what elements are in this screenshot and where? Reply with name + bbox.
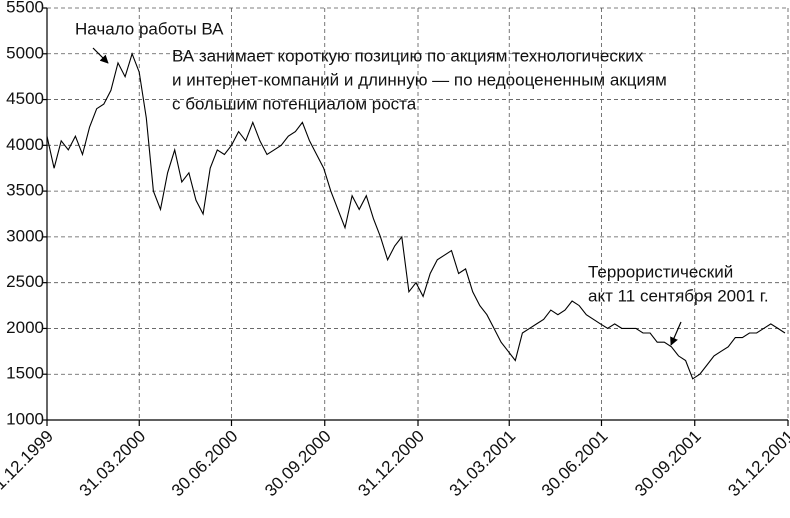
y-tick-label: 5000 xyxy=(6,43,44,62)
x-tick-label: 30.06.2001 xyxy=(538,427,612,501)
x-tick-label: 30.09.2000 xyxy=(261,427,335,501)
y-tick-label: 3500 xyxy=(6,181,44,200)
x-tick-label: 31.12.2000 xyxy=(354,427,428,501)
y-tick-label: 2000 xyxy=(6,318,44,337)
annotation: Террористический xyxy=(588,262,733,281)
annotation-arrow xyxy=(92,47,109,64)
y-tick-label: 4500 xyxy=(6,89,44,108)
y-tick-label: 1500 xyxy=(6,364,44,383)
x-tick-label: 31.03.2000 xyxy=(76,427,150,501)
annotation: с большим потенциалом роста xyxy=(172,94,417,113)
price-line xyxy=(46,52,786,380)
annotation: акт 11 сентября 2001 г. xyxy=(588,286,769,305)
x-tick-label: 30.09.2001 xyxy=(631,427,705,501)
annotation: Начало работы ВА xyxy=(75,19,224,38)
x-tick-label: 31.12.1999 xyxy=(0,427,57,501)
y-tick-label: 3000 xyxy=(6,226,44,245)
y-tick-label: 5500 xyxy=(6,0,44,16)
y-tick-label: 4000 xyxy=(6,135,44,154)
y-tick-label: 2500 xyxy=(6,272,44,291)
x-tick-label: 31.12.2001 xyxy=(724,427,790,501)
annotation-arrow xyxy=(670,321,682,346)
annotation: и интернет-компаний и длинную — по недоо… xyxy=(172,70,667,89)
y-tick-label: 1000 xyxy=(6,409,44,428)
x-tick-label: 31.03.2001 xyxy=(446,427,520,501)
annotation: ВА занимает короткую позицию по акциям т… xyxy=(172,46,644,65)
x-tick-label: 30.06.2000 xyxy=(168,427,242,501)
